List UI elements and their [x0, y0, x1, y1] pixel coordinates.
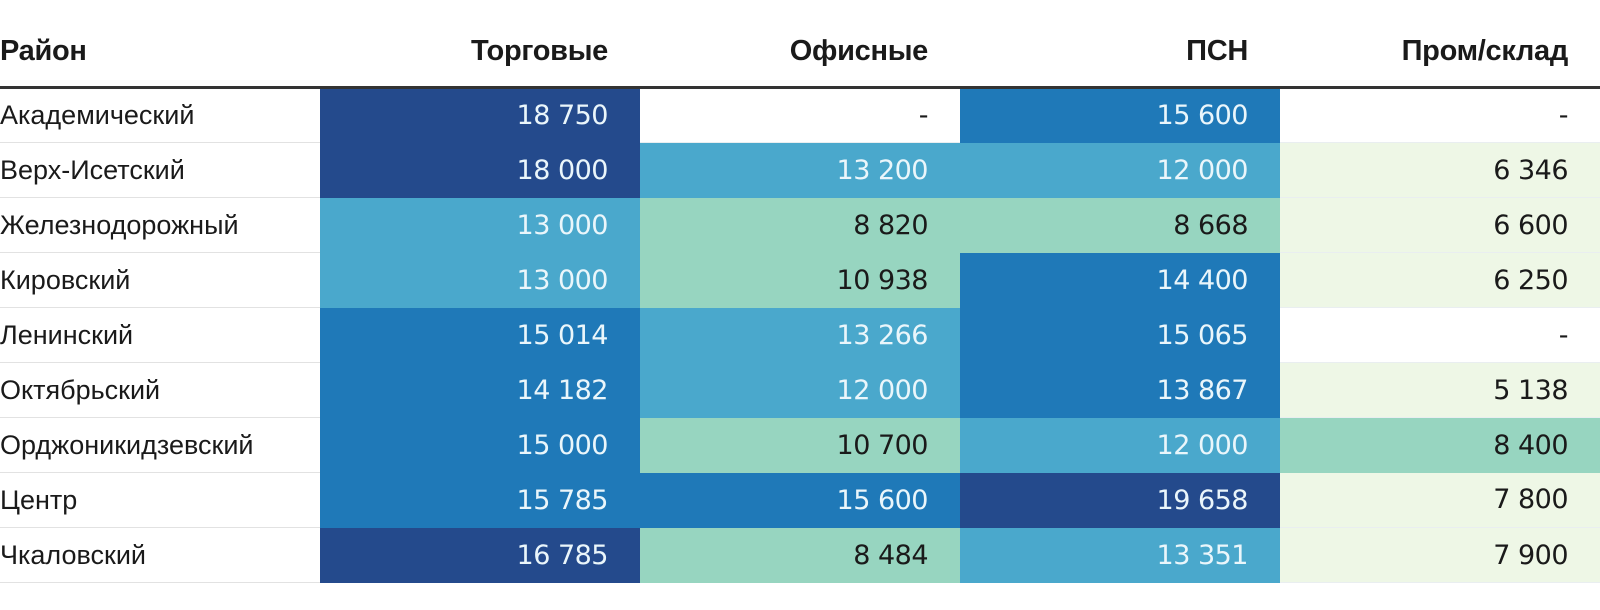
- table-header: Район Торговые Офисные ПСН Пром/склад: [0, 16, 1600, 89]
- heatmap-cell-retail: 13 000: [320, 252, 640, 308]
- heatmap-cell-psn: 13 867: [960, 362, 1280, 418]
- header-row: Район Торговые Офисные ПСН Пром/склад: [0, 16, 1600, 89]
- table-row: Железнодорожный 13 000 8 820 8 668 6 600: [0, 197, 1600, 253]
- heatmap-table: Район Торговые Офисные ПСН Пром/склад Ак…: [0, 16, 1600, 583]
- heatmap-cell-industrial: 8 400: [1280, 417, 1600, 473]
- heatmap-cell-retail: 15 785: [320, 472, 640, 528]
- table-row: Центр 15 785 15 600 19 658 7 800: [0, 472, 1600, 528]
- heatmap-cell-psn: 12 000: [960, 142, 1280, 198]
- heatmap-cell-office: 10 938: [640, 252, 960, 308]
- table-row: Чкаловский 16 785 8 484 13 351 7 900: [0, 527, 1600, 583]
- table-row: Орджоникидзевский 15 000 10 700 12 000 8 400: [0, 417, 1600, 473]
- district-name: Чкаловский: [0, 527, 320, 583]
- heatmap-cell-office: 13 266: [640, 307, 960, 363]
- column-header-district: Район: [0, 16, 320, 89]
- heatmap-cell-psn: 15 600: [960, 87, 1280, 143]
- district-name: Ленинский: [0, 307, 320, 363]
- table-row: Академический 18 750-15 600-: [0, 87, 1600, 143]
- heatmap-cell-retail: 14 182: [320, 362, 640, 418]
- column-header-psn: ПСН: [960, 16, 1280, 89]
- heatmap-cell-psn: 15 065: [960, 307, 1280, 363]
- district-name: Железнодорожный: [0, 197, 320, 253]
- district-name: Октябрьский: [0, 362, 320, 418]
- heatmap-cell-industrial: -: [1280, 307, 1600, 363]
- district-name: Кировский: [0, 252, 320, 308]
- heatmap-cell-industrial: 7 900: [1280, 527, 1600, 583]
- heatmap-cell-retail: 13 000: [320, 197, 640, 253]
- heatmap-cell-retail: 18 000: [320, 142, 640, 198]
- heatmap-cell-industrial: 6 600: [1280, 197, 1600, 253]
- column-header-retail: Торговые: [320, 16, 640, 89]
- heatmap-cell-office: 13 200: [640, 142, 960, 198]
- heatmap-cell-industrial: 7 800: [1280, 472, 1600, 528]
- column-header-industrial: Пром/склад: [1280, 16, 1600, 89]
- district-name: Центр: [0, 472, 320, 528]
- district-name: Академический: [0, 87, 320, 143]
- heatmap-cell-retail: 18 750: [320, 87, 640, 143]
- heatmap-cell-office: 8 484: [640, 527, 960, 583]
- heatmap-cell-industrial: 6 250: [1280, 252, 1600, 308]
- heatmap-cell-psn: 13 351: [960, 527, 1280, 583]
- heatmap-cell-industrial: 5 138: [1280, 362, 1600, 418]
- heatmap-cell-office: 10 700: [640, 417, 960, 473]
- heatmap-cell-office: 15 600: [640, 472, 960, 528]
- heatmap-cell-industrial: 6 346: [1280, 142, 1600, 198]
- table-row: Ленинский 15 014 13 266 15 065-: [0, 307, 1600, 363]
- heatmap-cell-psn: 8 668: [960, 197, 1280, 253]
- heatmap-cell-industrial: -: [1280, 87, 1600, 143]
- heatmap-cell-retail: 16 785: [320, 527, 640, 583]
- district-name: Верх-Исетский: [0, 142, 320, 198]
- heatmap-cell-psn: 14 400: [960, 252, 1280, 308]
- heatmap-cell-psn: 12 000: [960, 417, 1280, 473]
- heatmap-cell-office: 12 000: [640, 362, 960, 418]
- table-body: Академический 18 750-15 600- Верх-Исетский…: [0, 87, 1600, 583]
- column-header-office: Офисные: [640, 16, 960, 89]
- heatmap-cell-office: 8 820: [640, 197, 960, 253]
- heatmap-cell-psn: 19 658: [960, 472, 1280, 528]
- district-name: Орджоникидзевский: [0, 417, 320, 473]
- table-row: Кировский 13 000 10 938 14 400 6 250: [0, 252, 1600, 308]
- table-row: Верх-Исетский 18 000 13 200 12 000 6 346: [0, 142, 1600, 198]
- heatmap-cell-retail: 15 014: [320, 307, 640, 363]
- heatmap-cell-office: -: [640, 87, 960, 143]
- heatmap-cell-retail: 15 000: [320, 417, 640, 473]
- table-row: Октябрьский 14 182 12 000 13 867 5 138: [0, 362, 1600, 418]
